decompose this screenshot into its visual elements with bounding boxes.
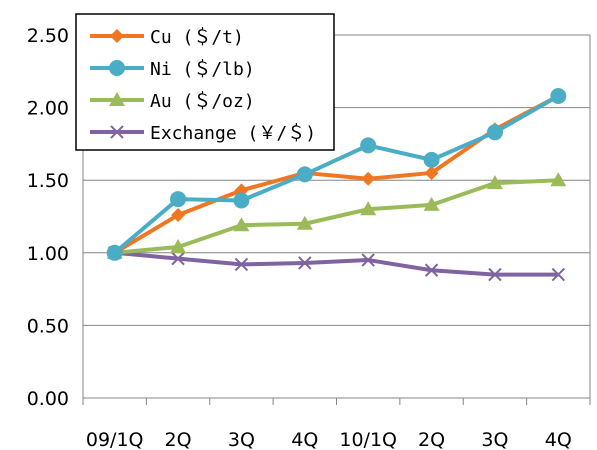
series-line bbox=[114, 250, 559, 277]
data-point bbox=[488, 267, 502, 282]
data-point bbox=[550, 172, 567, 187]
x-marker-stroke bbox=[488, 267, 502, 282]
legend-item: Cu (＄/t) bbox=[90, 27, 244, 48]
x-marker-stroke bbox=[298, 256, 312, 270]
series-group bbox=[106, 87, 567, 282]
data-point bbox=[170, 238, 187, 253]
y-tick-label: 2.50 bbox=[27, 25, 69, 47]
data-point bbox=[233, 217, 250, 232]
data-point bbox=[233, 192, 250, 209]
data-point bbox=[234, 257, 249, 272]
x-marker-stroke bbox=[551, 267, 566, 282]
x-marker-stroke bbox=[110, 125, 124, 139]
data-point bbox=[423, 151, 440, 168]
series-x bbox=[107, 246, 566, 282]
x-marker-stroke bbox=[171, 251, 185, 266]
data-point bbox=[171, 251, 185, 266]
x-tick-label: 4Q bbox=[545, 429, 572, 450]
series-line bbox=[113, 94, 560, 255]
x-marker-stroke bbox=[424, 263, 439, 277]
legend-label: Au (＄/oz) bbox=[150, 91, 255, 112]
data-point bbox=[106, 244, 123, 261]
data-point bbox=[361, 171, 376, 186]
legend-label: Cu (＄/t) bbox=[150, 27, 244, 48]
legend-marker bbox=[110, 29, 124, 43]
x-tick-label: 09/1Q bbox=[86, 429, 144, 450]
legend-item: Au (＄/oz) bbox=[90, 91, 255, 112]
series-circle bbox=[106, 87, 567, 261]
legend-item: Ni (＄/lb) bbox=[90, 59, 255, 80]
y-tick-label: 0.50 bbox=[27, 315, 69, 337]
data-point bbox=[360, 137, 377, 154]
legend-marker bbox=[109, 60, 125, 76]
x-marker-stroke bbox=[234, 257, 249, 272]
x-marker-stroke bbox=[361, 253, 375, 267]
data-point bbox=[424, 263, 439, 277]
data-point bbox=[296, 215, 313, 230]
legend-item: Exchange (￥/＄) bbox=[90, 123, 316, 144]
y-tick-label: 0.00 bbox=[27, 388, 69, 410]
legend-marker bbox=[109, 92, 125, 106]
data-point bbox=[486, 175, 503, 190]
x-tick-label: 3Q bbox=[481, 429, 508, 450]
data-point bbox=[550, 87, 567, 104]
legend: Cu (＄/t) Ni (＄/lb) Au (＄/oz) Exchange (￥/＄) bbox=[75, 13, 335, 151]
data-point bbox=[423, 196, 440, 211]
x-tick-label: 2Q bbox=[418, 429, 445, 450]
x-axis: 09/1Q 2Q 3Q 4Q 10/1Q 2Q 3Q 4Q bbox=[82, 398, 591, 450]
y-axis: 0.00 0.50 1.00 1.50 2.00 2.50 bbox=[27, 25, 69, 410]
y-tick-label: 2.00 bbox=[27, 98, 69, 120]
y-tick-label: 1.50 bbox=[27, 170, 69, 192]
series-triangle bbox=[106, 172, 567, 259]
legend-label: Ni (＄/lb) bbox=[150, 59, 255, 80]
data-point bbox=[424, 165, 439, 180]
x-tick-label: 2Q bbox=[165, 429, 192, 450]
series-line bbox=[114, 178, 559, 255]
x-tick-label: 10/1Q bbox=[339, 429, 397, 450]
x-tick-label: 3Q bbox=[228, 429, 255, 450]
data-point bbox=[361, 253, 375, 267]
data-point bbox=[360, 201, 377, 216]
data-point bbox=[170, 191, 187, 208]
legend-label: Exchange (￥/＄) bbox=[150, 123, 316, 144]
x-tick-label: 4Q bbox=[291, 429, 318, 450]
y-tick-label: 1.00 bbox=[27, 243, 69, 265]
data-point bbox=[296, 166, 313, 183]
data-point bbox=[171, 208, 186, 223]
data-point bbox=[551, 267, 566, 282]
data-point bbox=[298, 256, 312, 270]
legend-marker bbox=[110, 125, 124, 139]
data-point bbox=[486, 124, 503, 141]
